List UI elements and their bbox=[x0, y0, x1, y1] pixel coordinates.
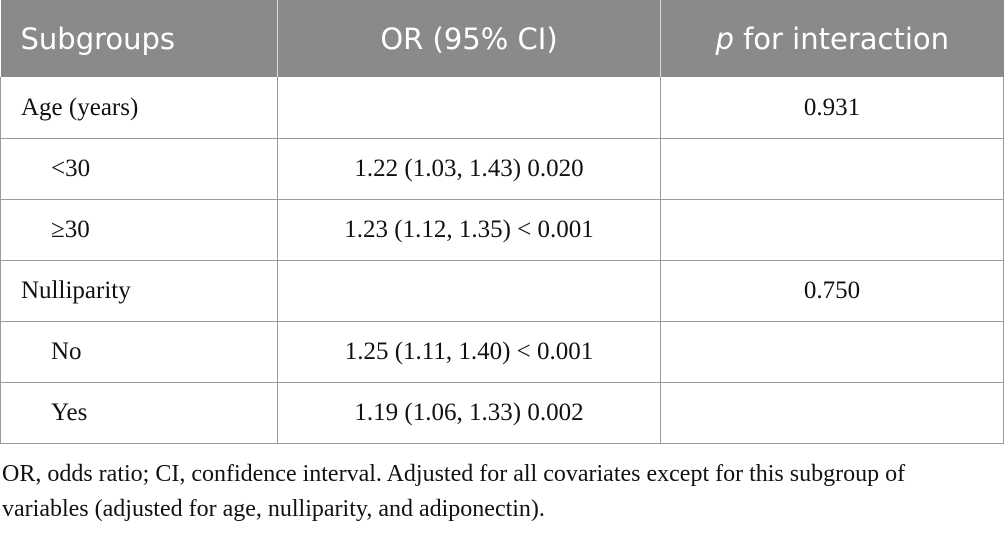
row-label: Yes bbox=[0, 382, 278, 444]
header-or-ci: OR (95% CI) bbox=[277, 0, 661, 77]
table-body: Age (years) 0.931 <30 1.22 (1.03, 1.43) … bbox=[0, 77, 1004, 444]
row-label: Nulliparity bbox=[0, 260, 278, 322]
header-p-interaction: p for interaction bbox=[660, 0, 1004, 77]
row-p-value bbox=[660, 382, 1004, 444]
row-or-value: 1.23 (1.12, 1.35) < 0.001 bbox=[277, 199, 661, 261]
table-row: No 1.25 (1.11, 1.40) < 0.001 bbox=[0, 321, 1004, 383]
table-row: Yes 1.19 (1.06, 1.33) 0.002 bbox=[0, 382, 1004, 444]
header-subgroups: Subgroups bbox=[0, 0, 278, 77]
row-label: <30 bbox=[0, 138, 278, 200]
table-header: Subgroups OR (95% CI) p for interaction bbox=[0, 0, 1004, 77]
table-row: <30 1.22 (1.03, 1.43) 0.020 bbox=[0, 138, 1004, 200]
row-or-value bbox=[277, 77, 661, 139]
row-or-value bbox=[277, 260, 661, 322]
row-p-value bbox=[660, 321, 1004, 383]
table-footnote: OR, odds ratio; CI, confidence interval.… bbox=[2, 461, 906, 522]
row-label: Age (years) bbox=[0, 77, 278, 139]
table-container: Subgroups OR (95% CI) p for interaction … bbox=[0, 0, 1004, 444]
row-p-value bbox=[660, 199, 1004, 261]
header-p-text: for interaction bbox=[733, 21, 950, 56]
table-row: ≥30 1.23 (1.12, 1.35) < 0.001 bbox=[0, 199, 1004, 261]
table-row: Nulliparity 0.750 bbox=[0, 260, 1004, 322]
row-or-value: 1.22 (1.03, 1.43) 0.020 bbox=[277, 138, 661, 200]
row-p-value: 0.750 bbox=[660, 260, 1004, 322]
row-label: No bbox=[0, 321, 278, 383]
row-label: ≥30 bbox=[0, 199, 278, 261]
table-row: Age (years) 0.931 bbox=[0, 77, 1004, 139]
header-row: Subgroups OR (95% CI) p for interaction bbox=[0, 0, 1004, 77]
header-p-symbol: p bbox=[715, 21, 734, 56]
row-or-value: 1.19 (1.06, 1.33) 0.002 bbox=[277, 382, 661, 444]
row-or-value: 1.25 (1.11, 1.40) < 0.001 bbox=[277, 321, 661, 383]
row-p-value bbox=[660, 138, 1004, 200]
subgroup-analysis-table: Subgroups OR (95% CI) p for interaction … bbox=[0, 0, 1004, 444]
row-p-value: 0.931 bbox=[660, 77, 1004, 139]
